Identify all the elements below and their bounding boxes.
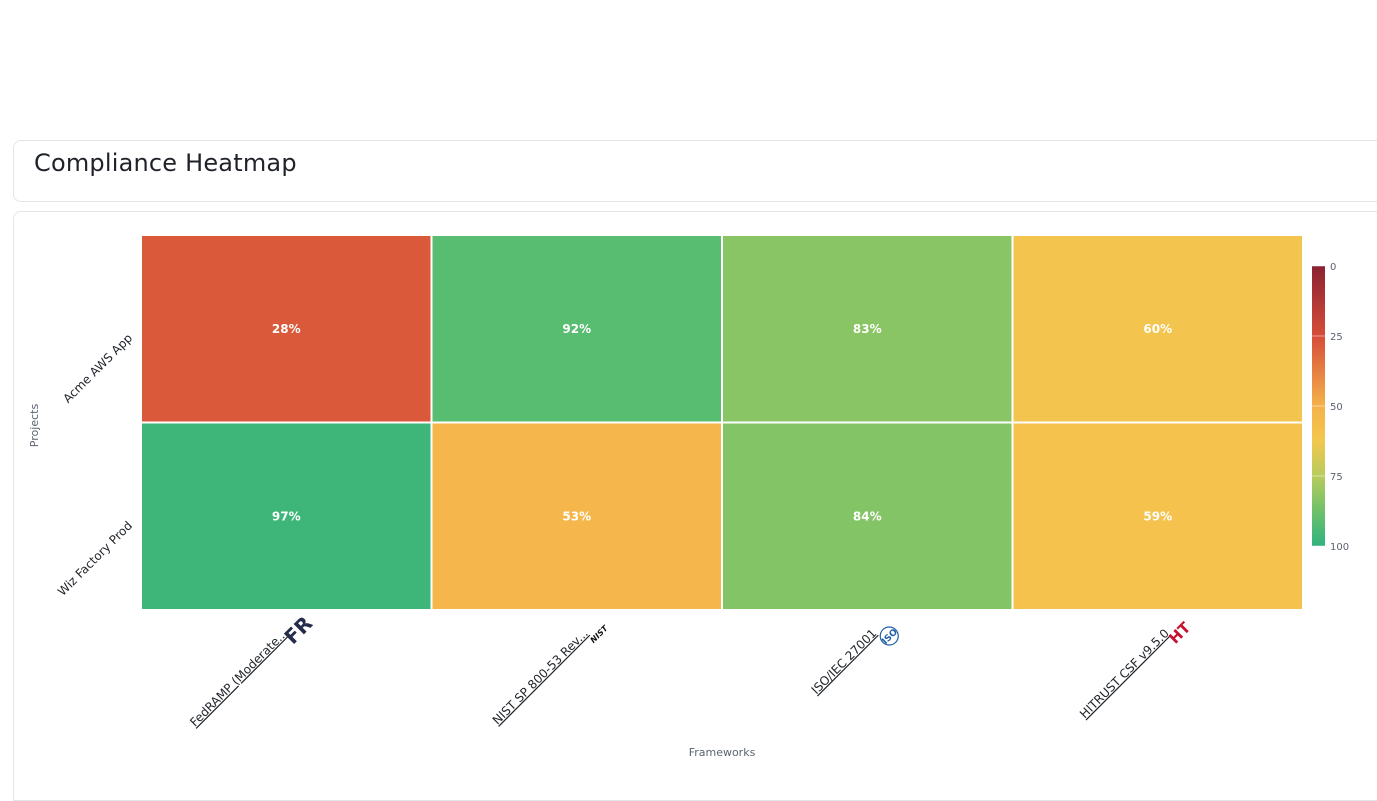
nist-logo-icon: NIST — [589, 623, 611, 645]
y-axis-title: Projects — [28, 404, 41, 448]
x-tick-label[interactable]: FedRAMP (Moderate... — [187, 626, 290, 729]
x-tick-label[interactable]: ISO/IEC 27001 — [809, 626, 880, 697]
heatmap-cell[interactable] — [721, 421, 1014, 611]
iso-logo-icon: ISO — [879, 626, 901, 647]
cell-value-label: 60% — [1143, 322, 1172, 336]
fedramp-icon-text: FR — [279, 611, 317, 649]
heatmap-cell[interactable] — [1011, 421, 1304, 611]
heatmap-cell[interactable] — [140, 421, 433, 611]
cell-value-label: 83% — [853, 322, 882, 336]
hitrust-logo-icon: HT — [1165, 618, 1194, 647]
heatmap-cell[interactable] — [430, 234, 723, 424]
y-tick-label: Acme AWS App — [60, 331, 135, 406]
heatmap-cell[interactable] — [140, 234, 433, 424]
colorbar-tick-label: 75 — [1330, 472, 1343, 483]
title-card: Compliance Heatmap — [13, 140, 1377, 202]
cell-value-label: 53% — [562, 509, 591, 523]
cell-value-label: 59% — [1143, 509, 1172, 523]
x-axis-title: Frameworks — [689, 746, 756, 759]
cell-value-label: 84% — [853, 509, 882, 523]
hitrust-icon-text: HT — [1165, 618, 1194, 647]
page-title: Compliance Heatmap — [34, 149, 297, 177]
y-tick-label: Wiz Factory Prod — [55, 518, 135, 598]
colorbar-tick-label: 25 — [1330, 332, 1343, 343]
cell-value-label: 28% — [272, 322, 301, 336]
colorbar-tick-label: 100 — [1330, 542, 1349, 553]
nist-icon-text: NIST — [589, 623, 611, 645]
chart-card: 28% 92% 83% 60% 97% 53% 84% 59% Acme AWS App Wiz … — [13, 211, 1377, 801]
heatmap-cell[interactable] — [1011, 234, 1304, 424]
fedramp-logo-icon: FR — [279, 611, 317, 649]
iso-icon-ring — [879, 626, 899, 646]
heatmap-cell[interactable] — [721, 234, 1014, 424]
cell-value-label: 92% — [562, 322, 591, 336]
heatmap-cells: 28% 92% 83% 60% 97% 53% 84% 59% — [140, 234, 1304, 611]
colorbar-tick-label: 50 — [1330, 402, 1343, 413]
x-tick-label[interactable]: NIST SP 800-53 Rev... — [490, 626, 591, 727]
compliance-heatmap: 28% 92% 83% 60% 97% 53% 84% 59% Acme AWS App Wiz … — [28, 234, 1349, 759]
iso-icon-text: ISO — [881, 627, 901, 647]
cell-value-label: 97% — [272, 509, 301, 523]
colorbar-tick-label: 0 — [1330, 262, 1336, 273]
x-tick-label[interactable]: HITRUST CSF v9.5.0 — [1077, 626, 1172, 721]
heatmap-cell[interactable] — [430, 421, 723, 611]
